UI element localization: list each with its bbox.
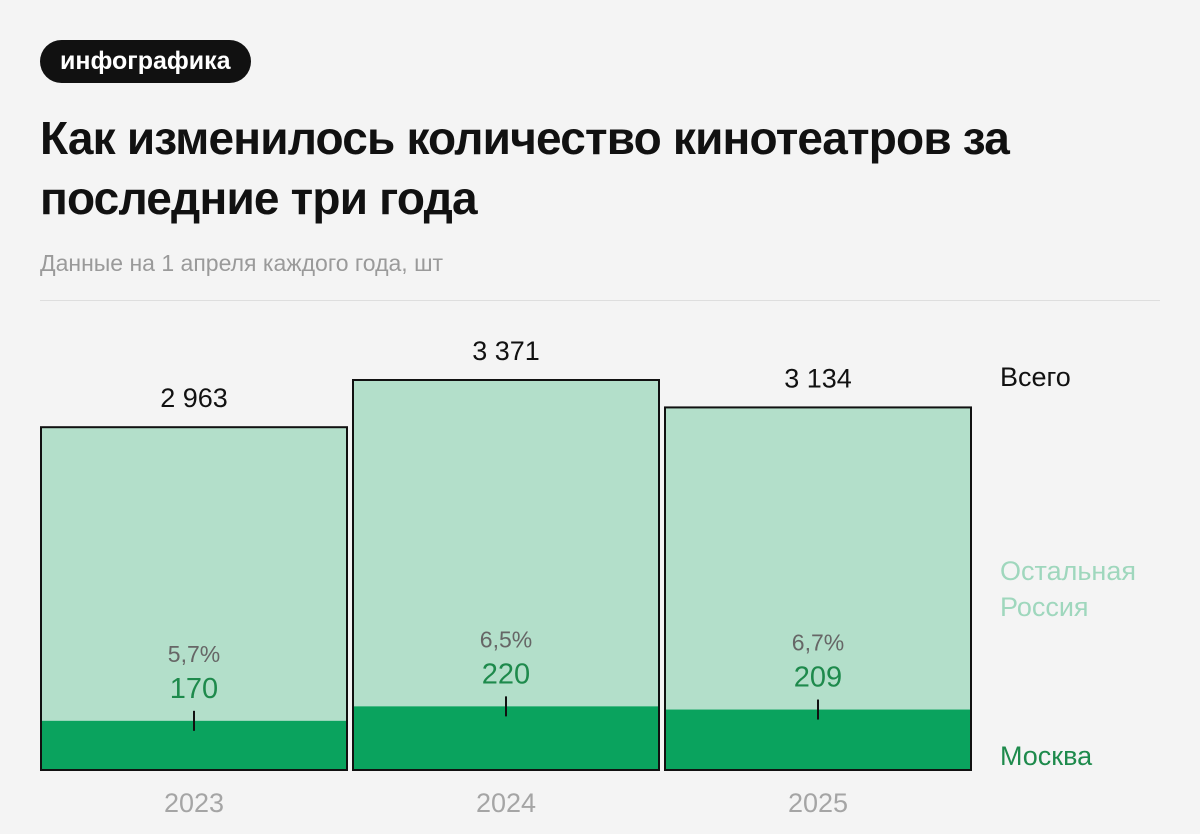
chart-subtitle: Данные на 1 апреля каждого года, шт xyxy=(40,250,444,276)
legend-rest-line2: Россия xyxy=(1000,592,1089,622)
moscow-value-label-2023: 170 xyxy=(170,673,218,705)
legend-total: Всего xyxy=(1000,362,1071,392)
bar-moscow-2024 xyxy=(354,706,658,769)
legend-rest-line1: Остальная xyxy=(1000,556,1136,586)
moscow-share-label-2025: 6,7% xyxy=(792,630,844,656)
total-label-2025: 3 134 xyxy=(784,363,852,393)
moscow-value-label-2025: 209 xyxy=(794,662,842,694)
total-label-2024: 3 371 xyxy=(472,336,540,366)
moscow-share-label-2024: 6,5% xyxy=(480,626,532,652)
x-tick-label-2024: 2024 xyxy=(476,788,536,818)
total-label-2023: 2 963 xyxy=(160,383,228,413)
moscow-value-label-2024: 220 xyxy=(482,658,530,690)
x-tick-label-2025: 2025 xyxy=(788,788,848,818)
moscow-share-label-2023: 5,7% xyxy=(168,641,220,667)
x-tick-label-2023: 2023 xyxy=(164,788,224,818)
page-title: Как изменилось количество кинотеатров за… xyxy=(40,112,1010,224)
divider xyxy=(40,300,1160,301)
legend-moscow: Москва xyxy=(1000,741,1093,771)
infographic-badge: инфографика xyxy=(40,40,251,83)
